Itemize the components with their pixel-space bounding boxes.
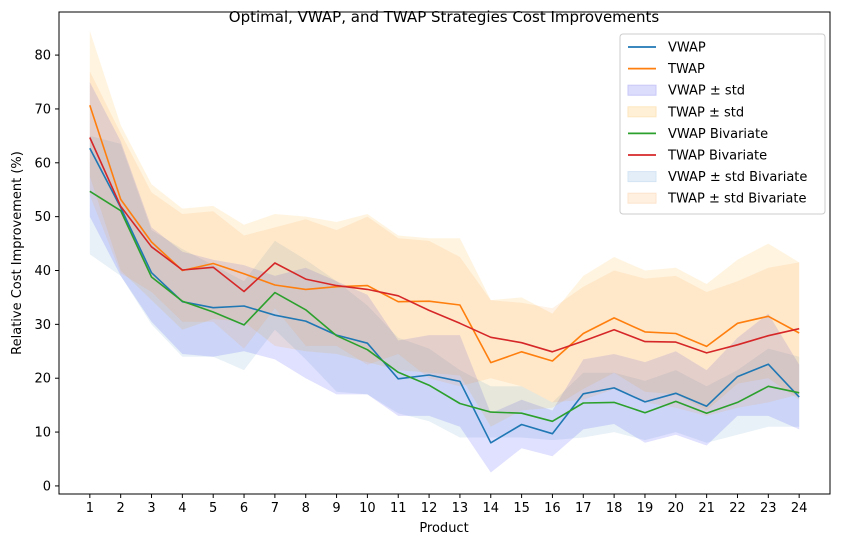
- x-tick-label: 7: [271, 501, 279, 516]
- series-line-vwap-bivariate: [89, 190, 800, 423]
- legend-label: VWAP Bivariate: [668, 127, 768, 142]
- x-tick-label: 16: [544, 501, 561, 516]
- legend-box: [619, 33, 826, 215]
- std-bands: [89, 30, 800, 473]
- band-1: [89, 30, 800, 427]
- legend: VWAP TWAP VWAP ± std TWAP ± std VWAP Bivaria…: [619, 33, 826, 215]
- legend-label: TWAP ± std: [667, 105, 744, 120]
- x-tick-label: 11: [390, 501, 407, 516]
- y-tick-label: 50: [34, 210, 51, 225]
- x-tick-label: 5: [209, 501, 217, 516]
- legend-label: VWAP: [668, 41, 706, 56]
- plot-frame: [58, 11, 831, 495]
- x-tick-label: 20: [668, 501, 685, 516]
- legend-label: TWAP Bivariate: [667, 149, 767, 164]
- legend-swatch-patch: [627, 192, 657, 204]
- x-axis-ticks: 1 2 3 4 5 6 7 8 9 10 11 12 13 14 15 16 17 18 19 20 21 22 23 24: [86, 494, 808, 516]
- y-tick-label: 30: [34, 318, 51, 333]
- y-axis-label: Relative Cost Improvement (%): [10, 151, 25, 355]
- x-tick-label: 1: [86, 501, 94, 516]
- band-0: [89, 82, 800, 473]
- legend-label: VWAP ± std: [668, 84, 745, 99]
- y-axis-ticks: 0 10 20 30 40 50 60 70 80: [34, 49, 59, 494]
- series-line-twap: [89, 104, 800, 364]
- x-tick-label: 15: [513, 501, 530, 516]
- x-axis-label: Product: [419, 521, 468, 536]
- legend-label: TWAP ± std Bivariate: [667, 192, 806, 207]
- y-tick-label: 40: [34, 264, 51, 279]
- y-tick-label: 20: [34, 372, 51, 387]
- legend-swatch-patch: [627, 84, 657, 96]
- y-tick-label: 70: [34, 102, 51, 117]
- chart-title: Optimal, VWAP, and TWAP Strategies Cost …: [229, 8, 660, 26]
- x-tick-label: 24: [791, 501, 808, 516]
- x-tick-label: 10: [359, 501, 376, 516]
- band-2: [89, 135, 800, 443]
- x-tick-label: 23: [760, 501, 777, 516]
- series-line-twap-bivariate: [89, 137, 800, 354]
- y-tick-label: 0: [43, 479, 51, 494]
- y-tick-label: 10: [34, 426, 51, 441]
- legend-swatch-patch: [627, 106, 657, 118]
- x-tick-label: 12: [421, 501, 438, 516]
- x-tick-label: 19: [637, 501, 654, 516]
- y-tick-label: 80: [34, 49, 51, 64]
- x-tick-label: 4: [178, 501, 186, 516]
- x-tick-label: 21: [698, 501, 715, 516]
- x-tick-label: 13: [452, 501, 469, 516]
- legend-swatch-patch: [627, 171, 657, 183]
- x-tick-label: 18: [606, 501, 623, 516]
- legend-label: VWAP ± std Bivariate: [668, 170, 807, 185]
- series-lines: [89, 104, 800, 444]
- x-tick-label: 17: [575, 501, 592, 516]
- x-tick-label: 8: [302, 501, 310, 516]
- series-line-vwap: [89, 147, 800, 444]
- legend-label: TWAP: [667, 62, 705, 77]
- x-tick-label: 3: [147, 501, 155, 516]
- x-tick-label: 2: [117, 501, 125, 516]
- band-3: [89, 71, 800, 416]
- x-tick-label: 9: [332, 501, 340, 516]
- x-tick-label: 14: [482, 501, 499, 516]
- x-tick-label: 6: [240, 501, 248, 516]
- x-tick-label: 22: [729, 501, 746, 516]
- y-tick-label: 60: [34, 156, 51, 171]
